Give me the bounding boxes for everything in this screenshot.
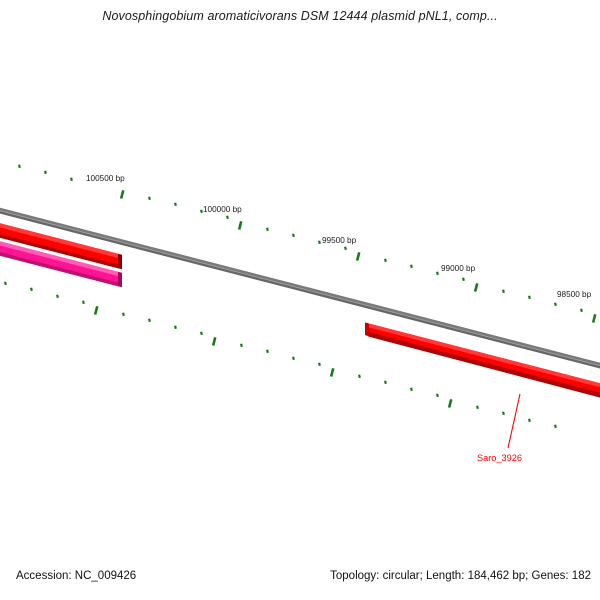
scale-label: 100000 bp — [203, 205, 242, 214]
scale-label: 99500 bp — [322, 236, 357, 245]
feature-red-saro-3926[interactable] — [365, 322, 600, 399]
scale-label: 99000 bp — [441, 264, 476, 273]
scale-label: 98500 bp — [557, 290, 592, 299]
ruler-ticks-lower — [4, 281, 557, 429]
genome-map-canvas[interactable]: 100500 bp 100000 bp 99500 bp 99000 bp 98… — [0, 0, 600, 560]
ruler-scale-labels: 100500 bp 100000 bp 99500 bp 99000 bp 98… — [86, 174, 592, 299]
status-genome-info: Topology: circular; Length: 184,462 bp; … — [330, 570, 591, 582]
feature-red-upper-left[interactable] — [0, 222, 122, 270]
gene-label-leader-line — [507, 393, 521, 449]
status-accession: Accession: NC_009426 — [16, 570, 137, 582]
genome-backbone[interactable] — [0, 207, 600, 370]
scale-label: 100500 bp — [86, 174, 125, 183]
ruler-ticks-upper — [18, 164, 597, 323]
status-bar: Accession: NC_009426 Topology: circular;… — [0, 570, 600, 600]
gene-label-saro-3926[interactable]: Saro_3926 — [477, 453, 522, 463]
feature-magenta-lower-left[interactable] — [0, 240, 122, 288]
page-title: Novosphingobium aromaticivorans DSM 1244… — [102, 9, 498, 23]
